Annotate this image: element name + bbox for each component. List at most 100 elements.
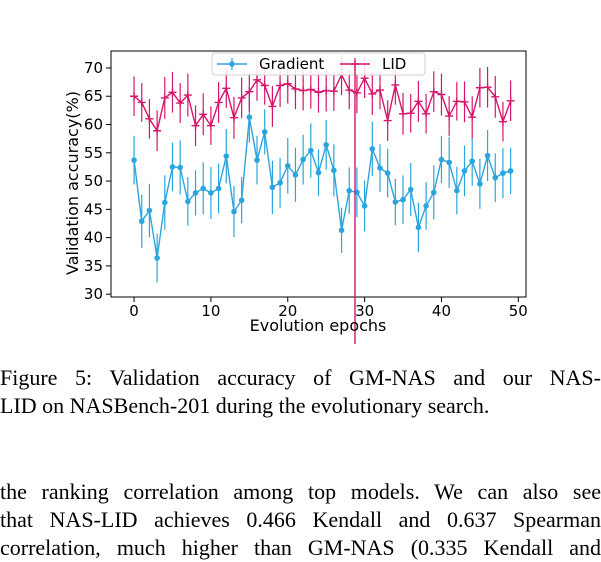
y-tick-label: 50 [84, 172, 103, 190]
y-axis-label: Validation accuracy(%) [63, 91, 82, 275]
data-point [384, 170, 391, 176]
data-point [422, 109, 431, 118]
validation-accuracy-chart: 0 10 20 30 40 50 30 35 40 45 50 55 60 65 70 Gradient LI… [63, 50, 528, 344]
x-tick-label: 40 [432, 302, 451, 320]
series-lid [130, 54, 515, 152]
data-point [214, 98, 223, 107]
data-point [176, 99, 185, 108]
y-tick-label: 60 [84, 116, 103, 134]
data-point [208, 190, 214, 196]
data-point [468, 113, 477, 122]
series-gradient [131, 91, 514, 283]
data-point [154, 255, 160, 261]
data-point [199, 110, 208, 119]
data-point [238, 197, 245, 204]
body-line-1: the ranking correlation among top models… [0, 479, 601, 504]
data-point [308, 147, 314, 154]
data-point [284, 163, 291, 169]
data-point [153, 126, 162, 135]
data-point [146, 207, 153, 214]
data-point [276, 81, 285, 90]
data-point [314, 88, 323, 97]
data-point [261, 129, 268, 135]
data-point [331, 167, 337, 174]
data-point [415, 224, 422, 231]
chart-legend: Gradient LID [211, 52, 426, 344]
data-point [323, 142, 329, 148]
data-point [231, 208, 237, 215]
data-point [377, 165, 383, 171]
data-point [475, 83, 484, 92]
data-point [283, 79, 292, 88]
legend-marker [351, 60, 359, 344]
data-point [206, 121, 215, 130]
data-point [392, 199, 399, 205]
legend-label: Gradient [259, 55, 324, 73]
data-point [185, 198, 191, 205]
data-point [484, 152, 491, 159]
data-point [300, 156, 306, 163]
caption-line-1: Figure 5: Validation accuracy of GM-NAS … [0, 365, 601, 390]
data-point [137, 98, 146, 107]
data-point [291, 84, 300, 93]
data-point [131, 157, 137, 163]
y-tick-label: 65 [84, 87, 103, 105]
y-tick-label: 55 [84, 144, 103, 162]
body-paragraph: the ranking correlation among top models… [0, 478, 601, 562]
data-point [492, 174, 499, 181]
data-point [138, 218, 145, 225]
data-point [406, 109, 415, 118]
axes-layer: 0 10 20 30 40 50 30 35 40 45 50 55 60 65 70 [84, 50, 528, 320]
data-point [215, 185, 222, 192]
data-point [400, 196, 406, 203]
data-point [269, 184, 276, 191]
data-point [299, 86, 308, 95]
data-point [446, 159, 452, 166]
data-point [222, 84, 231, 93]
x-axis-label: Evolution epochs [250, 316, 387, 335]
data-point [223, 153, 230, 159]
data-point [460, 97, 469, 106]
data-point [414, 97, 423, 106]
data-point [438, 156, 445, 163]
data-point [352, 88, 361, 97]
data-point [245, 87, 254, 96]
data-point [229, 113, 238, 122]
series-layer [130, 54, 515, 283]
data-point [345, 86, 354, 95]
x-tick-label: 30 [355, 302, 374, 320]
data-point [454, 187, 460, 194]
data-point [445, 112, 454, 121]
data-point [160, 93, 169, 102]
legend-marker [229, 61, 235, 67]
data-point [429, 87, 438, 96]
data-point [237, 93, 246, 102]
data-point [375, 86, 384, 95]
y-tick-label: 70 [84, 59, 103, 77]
caption-line-2: LID on NASBench-201 during the evolution… [0, 393, 490, 418]
data-point [477, 181, 483, 187]
x-tick-label: 50 [509, 302, 528, 320]
data-point [500, 170, 506, 176]
body-line-2: that NAS-LID achieves 0.466 Kendall and … [0, 507, 601, 532]
data-point [168, 88, 177, 97]
data-point [491, 92, 500, 101]
data-point [268, 102, 277, 111]
body-line-3: correlation, much higher than GM-NAS (0.… [0, 535, 601, 560]
data-point [399, 109, 408, 118]
y-tick-label: 35 [84, 257, 103, 275]
data-point [329, 87, 338, 96]
data-point [483, 83, 492, 92]
legend-box [211, 52, 426, 76]
data-point [169, 164, 176, 170]
legend-label: LID [382, 55, 406, 73]
data-point [423, 203, 429, 209]
data-point [192, 190, 199, 196]
data-point [430, 189, 437, 196]
data-point [277, 179, 283, 186]
data-point [130, 92, 139, 101]
data-point [253, 75, 262, 84]
data-point [254, 157, 260, 163]
series-line [133, 117, 511, 259]
data-point [292, 172, 299, 178]
